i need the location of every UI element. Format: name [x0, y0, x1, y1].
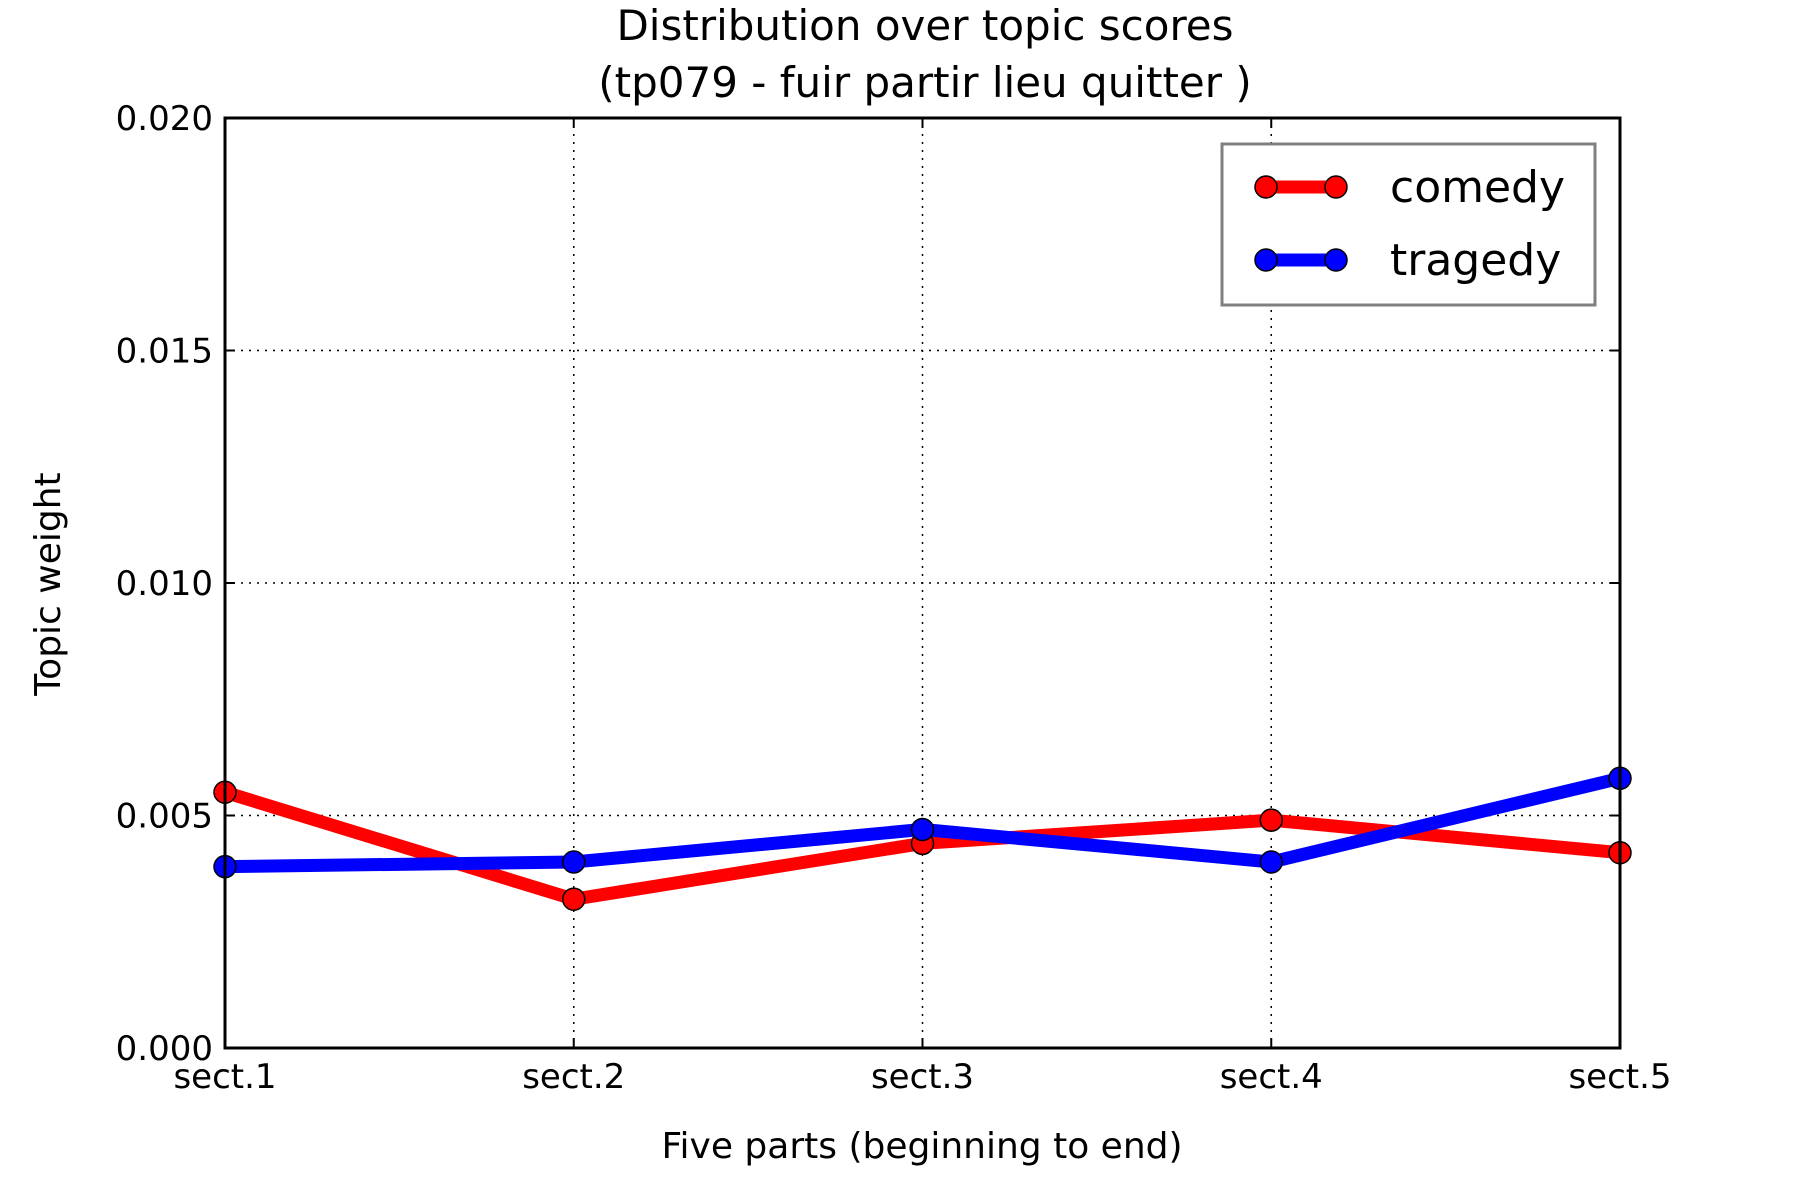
y-tick-label: 0.000 [116, 1029, 213, 1069]
legend-label: tragedy [1390, 235, 1561, 286]
legend-marker [1254, 175, 1278, 199]
x-tick-label: sect.4 [1220, 1057, 1323, 1097]
x-tick-label: sect.5 [1568, 1057, 1671, 1097]
y-axis-label: Topic weight [28, 472, 69, 696]
tragedy-point [1259, 850, 1283, 874]
legend-marker [1324, 248, 1348, 272]
legend-label: comedy [1390, 162, 1565, 213]
legend-frame [1220, 142, 1597, 307]
y-tick-label: 0.020 [116, 99, 213, 139]
comedy-point [562, 887, 586, 911]
tragedy-point [910, 817, 935, 842]
grid [225, 118, 1620, 1048]
x-tick-label: sect.3 [871, 1057, 974, 1097]
x-tick-label: sect.2 [522, 1057, 625, 1097]
y-tick-label: 0.015 [116, 332, 213, 372]
x-tick-label: sect.1 [173, 1057, 276, 1097]
legend-marker [1254, 248, 1278, 272]
axis-ticks: sect.1 sect.2 sect.3 sect.4 sect.5 0.000 0.005… [116, 99, 1672, 1097]
chart-title: Distribution over topic scores [616, 1, 1233, 50]
comedy-point [1259, 808, 1283, 832]
legend: comedy tragedy [1220, 142, 1597, 307]
series-lines [213, 766, 1632, 911]
y-tick-label: 0.010 [116, 564, 213, 604]
y-tick-label: 0.005 [116, 797, 213, 837]
chart-subtitle: (tp079 - fuir partir lieu quitter ) [598, 58, 1252, 107]
legend-item-tragedy: tragedy [1254, 235, 1561, 286]
tragedy-point [562, 850, 586, 874]
x-axis-label: Five parts (beginning to end) [661, 1126, 1182, 1167]
legend-item-comedy: comedy [1254, 162, 1565, 213]
legend-marker [1324, 175, 1348, 199]
